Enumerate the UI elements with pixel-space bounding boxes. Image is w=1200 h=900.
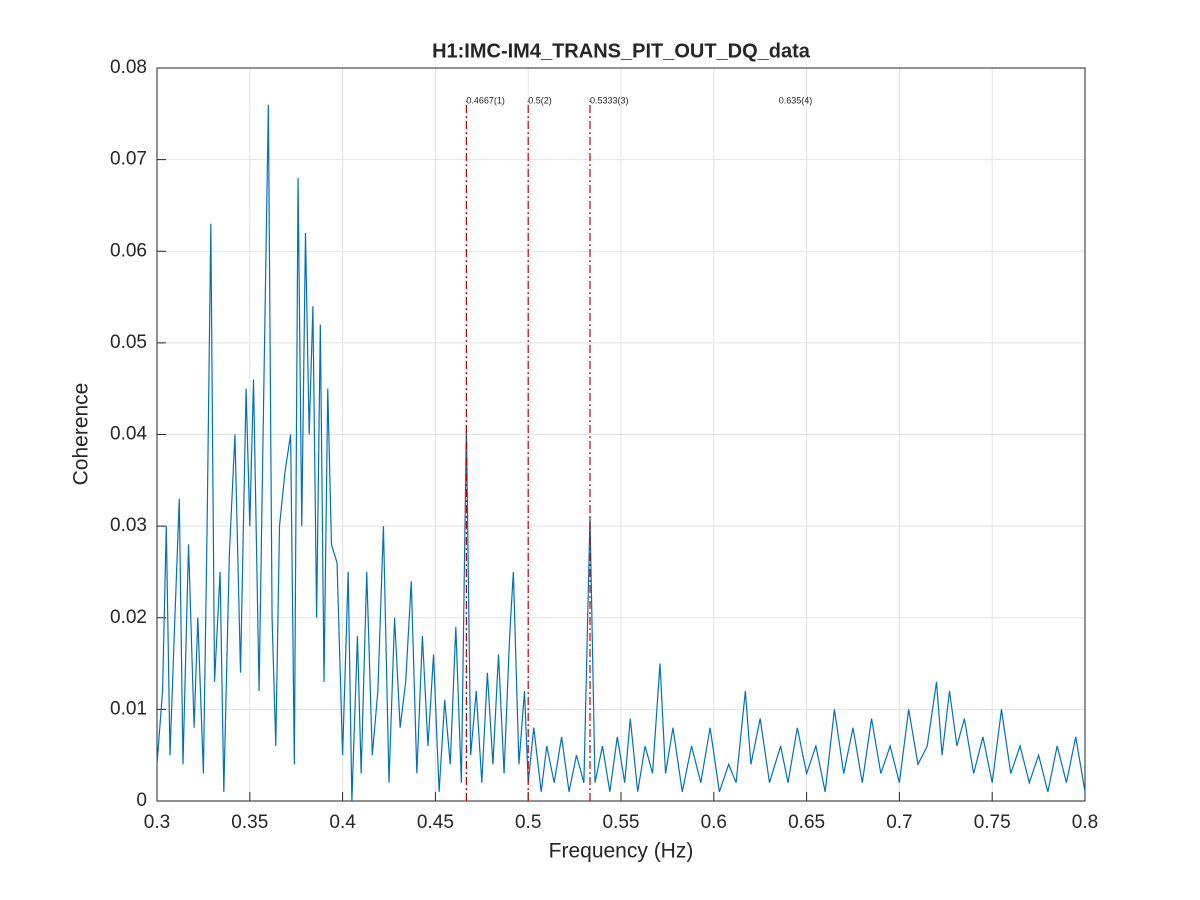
x-tick-label: 0.8 bbox=[1072, 812, 1098, 833]
x-tick-label: 0.4 bbox=[329, 812, 356, 833]
x-tick-label: 0.3 bbox=[144, 812, 170, 833]
data-line bbox=[156, 104, 1086, 802]
x-tick-label: 0.5 bbox=[515, 812, 541, 833]
y-tick-label: 0.02 bbox=[110, 607, 147, 628]
x-tick-label: 0.6 bbox=[701, 812, 727, 833]
marker-label: 0.5333(3) bbox=[590, 95, 629, 105]
y-tick-label: 0.06 bbox=[110, 240, 147, 261]
x-tick-label: 0.7 bbox=[886, 812, 912, 833]
y-tick-label: 0.05 bbox=[110, 332, 147, 353]
chart-title: H1:IMC-IM4_TRANS_PIT_OUT_DQ_data bbox=[432, 40, 811, 62]
x-tick-label: 0.75 bbox=[974, 812, 1011, 833]
y-tick-label: 0.08 bbox=[110, 57, 147, 78]
y-tick-label: 0 bbox=[136, 790, 147, 811]
x-tick-label: 0.65 bbox=[788, 812, 825, 833]
y-tick-label: 0.01 bbox=[110, 698, 147, 719]
x-tick-label: 0.55 bbox=[603, 812, 640, 833]
plot-frame bbox=[156, 67, 1086, 802]
y-tick-label: 0.04 bbox=[110, 424, 147, 445]
marker-label: 0.4667(1) bbox=[466, 95, 505, 105]
y-axis-label: Coherence bbox=[70, 383, 93, 486]
marker-label: 0.5(2) bbox=[528, 95, 552, 105]
x-axis-label: Frequency (Hz) bbox=[549, 840, 694, 863]
marker-label: 0.635(4) bbox=[779, 95, 813, 105]
y-tick-label: 0.07 bbox=[110, 149, 147, 170]
x-tick-label: 0.35 bbox=[231, 812, 268, 833]
x-tick-label: 0.45 bbox=[417, 812, 454, 833]
y-tick-label: 0.03 bbox=[110, 515, 147, 536]
